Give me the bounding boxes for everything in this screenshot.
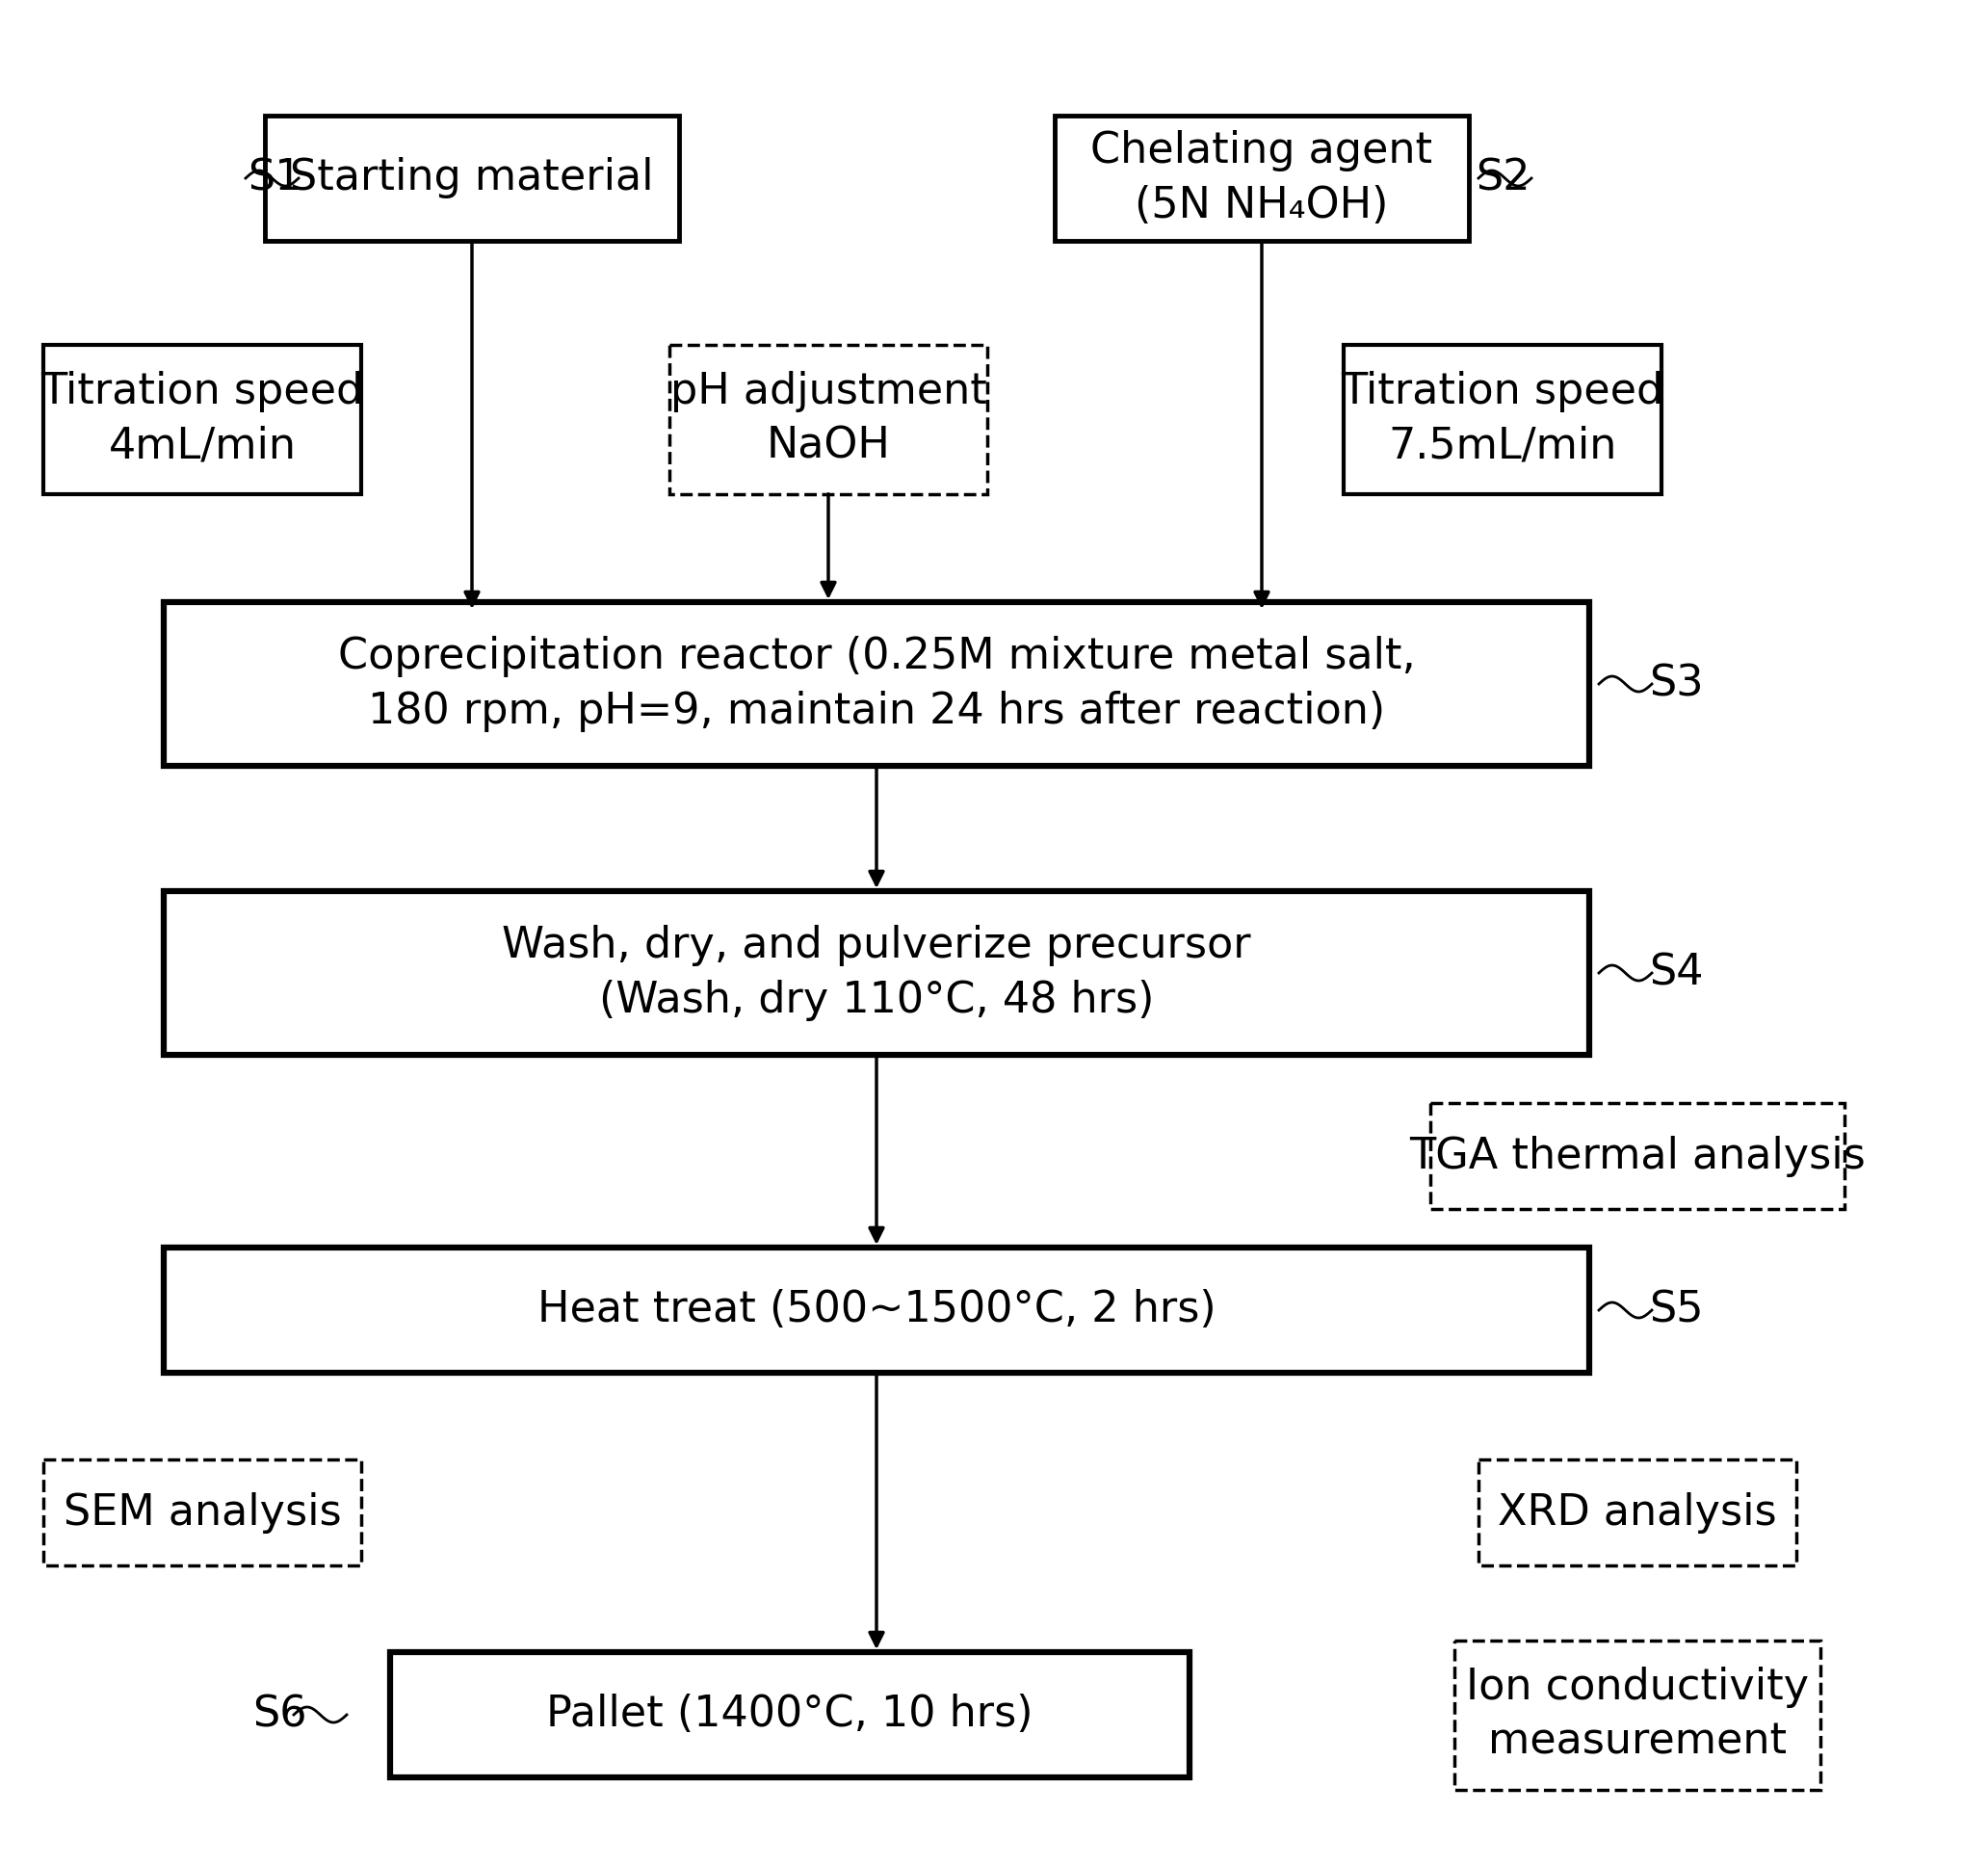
Text: Ion conductivity
measurement: Ion conductivity measurement <box>1465 1666 1809 1763</box>
Text: S5: S5 <box>1648 1289 1704 1330</box>
Text: Pallet (1400°C, 10 hrs): Pallet (1400°C, 10 hrs) <box>547 1694 1034 1735</box>
Bar <box>163 603 1588 765</box>
Bar <box>1429 1103 1845 1209</box>
Bar <box>44 1459 362 1566</box>
Bar <box>163 892 1588 1054</box>
Text: XRD analysis: XRD analysis <box>1497 1491 1777 1534</box>
Text: Wash, dry, and pulverize precursor
(Wash, dry 110°C, 48 hrs): Wash, dry, and pulverize precursor (Wash… <box>503 926 1250 1021</box>
Bar <box>1455 1640 1821 1789</box>
Text: S1: S1 <box>247 157 302 200</box>
Text: Coprecipitation reactor (0.25M mixture metal salt,
180 rpm, pH=9, maintain 24 hr: Coprecipitation reactor (0.25M mixture m… <box>338 636 1415 731</box>
Bar <box>1344 345 1662 494</box>
Text: SEM analysis: SEM analysis <box>64 1491 342 1534</box>
Text: S6: S6 <box>252 1694 306 1735</box>
Bar <box>390 1651 1189 1778</box>
Bar <box>44 345 362 494</box>
Text: TGA thermal analysis: TGA thermal analysis <box>1409 1135 1865 1177</box>
Bar <box>163 1248 1588 1373</box>
Text: S4: S4 <box>1648 952 1704 995</box>
Text: Chelating agent
(5N NH₄OH): Chelating agent (5N NH₄OH) <box>1091 131 1433 226</box>
Bar <box>1056 116 1469 241</box>
Text: Titration speed
4mL/min: Titration speed 4mL/min <box>42 371 364 466</box>
Text: Heat treat (500~1500°C, 2 hrs): Heat treat (500~1500°C, 2 hrs) <box>537 1289 1217 1330</box>
Text: Starting material: Starting material <box>290 157 654 200</box>
Text: Titration speed
7.5mL/min: Titration speed 7.5mL/min <box>1342 371 1664 466</box>
Bar <box>264 116 680 241</box>
Bar <box>1479 1459 1797 1566</box>
Text: pH adjustment
NaOH: pH adjustment NaOH <box>670 371 986 466</box>
Text: S3: S3 <box>1648 662 1704 705</box>
Text: S2: S2 <box>1475 157 1531 200</box>
Bar <box>670 345 988 494</box>
